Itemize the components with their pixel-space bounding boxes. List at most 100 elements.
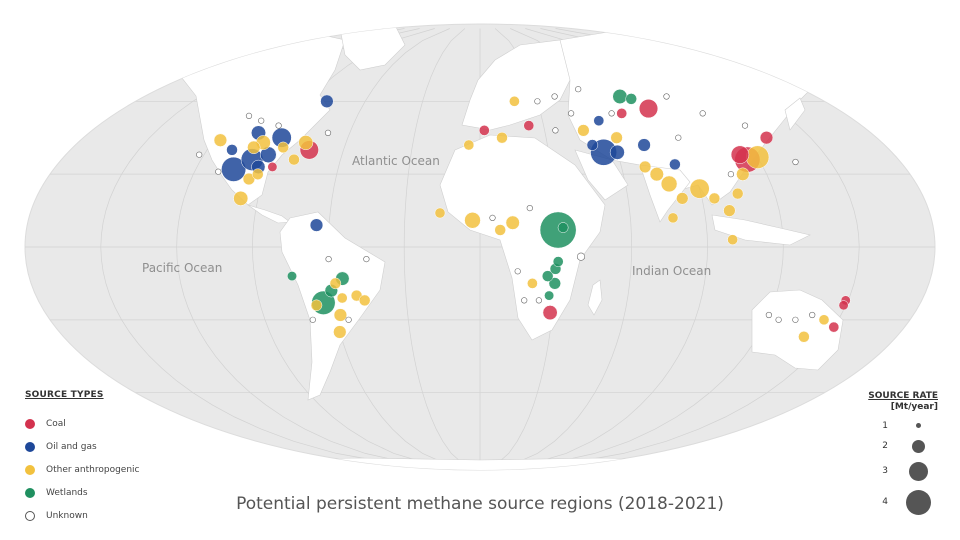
source-marker-unknown bbox=[675, 134, 682, 141]
source-marker-unknown bbox=[275, 122, 282, 129]
source-marker-wetlands bbox=[552, 256, 564, 267]
source-marker-unknown bbox=[552, 127, 559, 134]
source-marker-other bbox=[818, 314, 830, 326]
other-anthropogenic-swatch bbox=[25, 464, 35, 475]
source-marker-other bbox=[727, 234, 738, 246]
legend-label: Coal bbox=[46, 418, 66, 429]
source-marker-other bbox=[277, 141, 289, 154]
rate-value: 2 bbox=[882, 441, 888, 451]
source-marker-oil-gas bbox=[586, 139, 599, 151]
source-marker-unknown bbox=[245, 112, 253, 120]
source-marker-unknown bbox=[792, 316, 799, 323]
indonesia bbox=[711, 214, 811, 246]
source-marker-unknown bbox=[514, 268, 521, 275]
oil-gas-swatch bbox=[25, 441, 35, 452]
legend-item-oil-gas: Oil and gas bbox=[25, 435, 140, 458]
source-marker-other bbox=[464, 212, 481, 229]
source-marker-other bbox=[358, 294, 371, 307]
source-marker-other bbox=[505, 215, 520, 230]
source-marker-unknown bbox=[727, 171, 735, 178]
legend-label: Wetlands bbox=[46, 487, 88, 498]
source-marker-unknown bbox=[575, 86, 582, 93]
source-marker-other bbox=[649, 167, 664, 182]
legend-item-other-anthropogenic: Other anthropogenic bbox=[25, 458, 140, 481]
source-marker-oil-gas bbox=[221, 156, 247, 182]
source-marker-other bbox=[336, 292, 348, 304]
indian-ocean-label: Indian Ocean bbox=[632, 264, 711, 278]
rate-value: 4 bbox=[882, 497, 888, 507]
coal-swatch bbox=[25, 418, 35, 429]
source-marker-other bbox=[233, 190, 249, 206]
australia bbox=[751, 289, 844, 371]
source-marker-unknown bbox=[345, 316, 352, 323]
north-america bbox=[181, 29, 346, 206]
source-marker-coal bbox=[638, 99, 659, 119]
source-marker-other bbox=[463, 139, 475, 151]
rate-legend-unit: [Mt/year] bbox=[890, 402, 938, 412]
source-marker-unknown bbox=[576, 252, 586, 261]
source-marker-unknown bbox=[567, 110, 575, 117]
source-marker-other bbox=[660, 175, 678, 193]
source-marker-other bbox=[676, 192, 689, 205]
source-marker-coal bbox=[542, 305, 558, 321]
source-marker-other bbox=[638, 160, 652, 174]
source-marker-wetlands bbox=[541, 270, 554, 282]
source-marker-unknown bbox=[663, 93, 670, 100]
source-marker-other bbox=[310, 299, 323, 312]
source-marker-other bbox=[496, 131, 508, 144]
source-rate-legend: SOURCE RATE [Mt/year] 1 2 3 4 bbox=[858, 391, 938, 515]
source-marker-other bbox=[610, 131, 623, 144]
source-marker-coal bbox=[730, 145, 750, 164]
source-marker-unknown bbox=[809, 311, 816, 319]
source-marker-unknown bbox=[325, 255, 332, 263]
rate-dot-1 bbox=[916, 423, 921, 428]
source-marker-unknown bbox=[765, 311, 773, 319]
unknown-swatch bbox=[25, 510, 35, 521]
source-marker-oil-gas bbox=[309, 218, 324, 232]
source-marker-other bbox=[213, 133, 228, 147]
source-marker-wetlands bbox=[287, 271, 297, 282]
source-marker-other bbox=[689, 178, 710, 199]
source-marker-oil-gas bbox=[320, 94, 334, 108]
source-marker-wetlands bbox=[625, 93, 637, 105]
source-marker-unknown bbox=[489, 214, 496, 222]
source-marker-unknown bbox=[526, 204, 533, 212]
source-marker-other bbox=[745, 145, 770, 169]
source-marker-oil-gas bbox=[609, 144, 625, 160]
source-marker-other bbox=[333, 325, 347, 339]
source-marker-other bbox=[333, 308, 348, 322]
rate-value: 1 bbox=[882, 421, 888, 431]
source-marker-coal bbox=[838, 300, 849, 311]
source-marker-unknown bbox=[324, 129, 332, 137]
source-marker-unknown bbox=[792, 158, 799, 166]
source-marker-other bbox=[731, 187, 744, 200]
source-types-legend: SOURCE TYPES Coal Oil and gas Other anth… bbox=[25, 390, 140, 527]
source-marker-wetlands bbox=[544, 290, 555, 301]
source-marker-oil-gas bbox=[593, 115, 605, 127]
source-marker-wetlands bbox=[612, 89, 628, 104]
source-marker-unknown bbox=[196, 151, 203, 158]
rate-row-3: 3 bbox=[858, 462, 938, 481]
source-marker-coal bbox=[478, 125, 490, 136]
source-marker-wetlands bbox=[557, 222, 569, 233]
source-marker-unknown bbox=[363, 255, 370, 263]
source-marker-other bbox=[723, 204, 736, 217]
pacific-ocean-label: Pacific Ocean bbox=[142, 261, 222, 275]
legend-label: Unknown bbox=[46, 510, 88, 521]
source-marker-other bbox=[252, 168, 264, 180]
source-marker-coal bbox=[616, 108, 628, 119]
rate-dot-4 bbox=[906, 490, 931, 515]
source-marker-unknown bbox=[699, 110, 706, 117]
source-marker-unknown bbox=[258, 117, 265, 124]
source-marker-other bbox=[494, 224, 506, 236]
source-marker-unknown bbox=[309, 316, 316, 323]
new-zealand bbox=[869, 361, 883, 391]
rate-legend-title: SOURCE RATE bbox=[868, 391, 938, 401]
source-marker-other bbox=[527, 278, 538, 289]
source-marker-unknown bbox=[741, 122, 749, 129]
rate-row-4: 4 bbox=[858, 490, 938, 515]
legend-item-wetlands: Wetlands bbox=[25, 481, 140, 504]
rate-value: 3 bbox=[882, 466, 888, 476]
source-marker-coal bbox=[828, 321, 840, 333]
